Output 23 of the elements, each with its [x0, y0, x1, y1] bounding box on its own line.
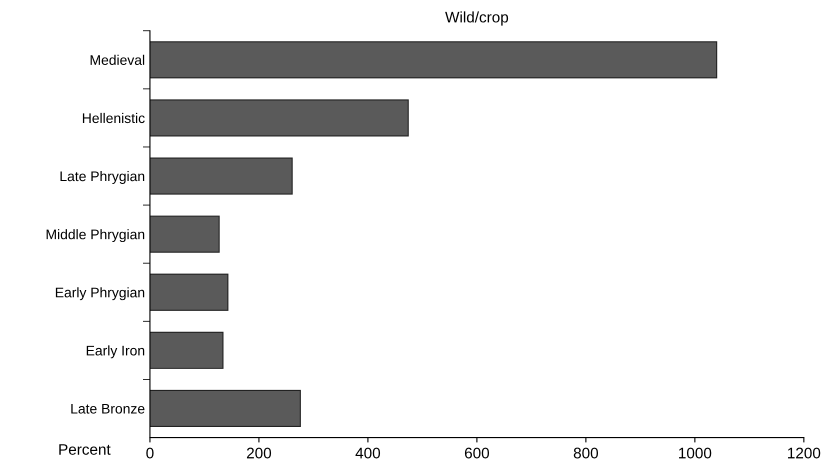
bar [150, 332, 224, 369]
bar [150, 157, 293, 195]
y-tick-label: Late Phrygian [60, 170, 144, 184]
x-tick-label: 200 [246, 448, 272, 458]
y-tick-label: Early Phrygian [56, 287, 144, 300]
x-axis-title: Percent [59, 444, 111, 455]
y-tick-label: Middle Phrygian [46, 229, 144, 242]
x-tick-label: 0 [146, 448, 154, 458]
x-tick-label: 600 [464, 448, 490, 458]
bar [150, 390, 301, 428]
y-tick-label: Medieval [90, 54, 144, 65]
bar [150, 99, 409, 136]
x-tick-label: 1000 [679, 448, 712, 458]
x-tick-label: 800 [574, 448, 598, 458]
x-tick-label: 400 [356, 448, 380, 458]
bar [150, 274, 228, 311]
bar [150, 41, 718, 78]
bar [150, 216, 220, 253]
y-tick-label: Late Bronze [71, 404, 144, 414]
y-tick-label: Early Iron [86, 345, 144, 358]
x-tick-label: 1200 [788, 448, 820, 458]
chart-title: Wild/crop [445, 11, 508, 26]
y-tick-label: Hellenistic [82, 112, 145, 124]
